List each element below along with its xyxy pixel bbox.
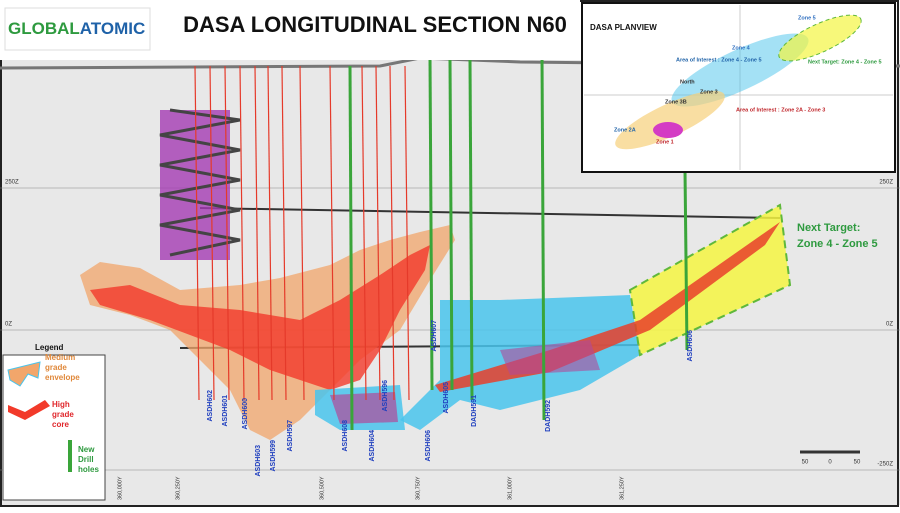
elevation-label: 250Z [879, 180, 893, 186]
drill-hole-label: DADH591 [471, 395, 478, 427]
inset-label: Area of Interest : Zone 2A - Zone 3 [736, 107, 825, 113]
drill-holes [194, 56, 689, 431]
drill-hole [224, 65, 230, 401]
high-grade-core [330, 392, 398, 424]
logo [4, 7, 151, 51]
legend-swatch [7, 361, 41, 387]
inset-label: Zone 3 [700, 89, 718, 95]
elevation-label: 250Z [5, 180, 19, 186]
inset-label: Zone 5 [798, 15, 816, 21]
elevation-label: 0Z [5, 322, 12, 328]
drill-hole-label: ASDH601 [222, 395, 229, 427]
elevation-label: 0Z [886, 322, 893, 328]
legend-label: High grade core [52, 400, 74, 429]
drill-hole-label: ASDH608 [342, 420, 349, 452]
logo-right: ATOMIC [80, 19, 145, 38]
high-grade-core [500, 340, 600, 375]
drill-hole-label: ASDH604 [369, 430, 376, 462]
drill-hole [375, 65, 381, 401]
drill-hole [299, 65, 305, 401]
drill-hole [194, 65, 200, 401]
inset-label: Next Target: Zone 4 - Zone 5 [808, 59, 882, 65]
drill-hole [389, 65, 395, 401]
drill-hole-label: ASDH596 [382, 380, 389, 412]
decline [159, 108, 241, 257]
drill-hole [361, 65, 367, 401]
drill-hole-label: DADH592 [545, 400, 552, 432]
inset-label: Area of Interest : Zone 4 - Zone 5 [676, 57, 762, 63]
next-target: Zone 4 - Zone 5 [797, 238, 878, 250]
logo-left: GLOBAL [8, 19, 80, 38]
legend-label: New Drill holes [78, 445, 99, 474]
inset-label: Zone 2A [614, 127, 636, 133]
elevation-label: -250Z [877, 462, 893, 468]
high-grade-core [435, 222, 780, 392]
easting-label: 361,000Y [507, 476, 513, 500]
drill-hole [239, 65, 245, 401]
easting-label: 360,250Y [175, 476, 181, 500]
easting-label: 361,250Y [619, 476, 625, 500]
logo-text: GLOBALATOMIC [8, 19, 145, 38]
inset-label: Zone 4 [732, 45, 751, 51]
inset-zone [615, 90, 725, 150]
inset-label: Zone 1 [656, 139, 674, 145]
easting-label: 360,500Y [319, 476, 325, 500]
new-drill-hole [683, 169, 689, 351]
scale: 50 0 50 [802, 460, 861, 466]
scale-label: 50 [802, 460, 809, 466]
high-grade-core [90, 245, 430, 390]
title: DASA LONGITUDINAL SECTION N60 [183, 12, 567, 37]
legend-title: Legend [35, 343, 64, 352]
drill-hole [267, 65, 273, 401]
new-drill-hole [448, 59, 454, 391]
new-drill-hole [540, 56, 546, 421]
inset-labels: Zone 5 Zone 4 Area of Interest : Zone 4 - … [614, 15, 882, 145]
drill-hole [209, 65, 215, 401]
new-drill-hole [428, 57, 434, 391]
new-drill-hole [468, 59, 474, 401]
drill-hole-label: ASDH600 [242, 398, 249, 430]
inset-title: DASA PLANVIEW [590, 23, 657, 32]
tunnel [199, 207, 781, 219]
next-target: Next Target: [797, 222, 860, 234]
inset-zone [653, 122, 683, 138]
drill-hole-label: ASDH607 [431, 320, 438, 352]
drill-hole [281, 65, 287, 401]
inset-zone [671, 33, 809, 107]
inset-label: Zone 3B [665, 99, 687, 105]
inset-zone [778, 14, 862, 62]
drill-hole-label: ASDH606 [425, 430, 432, 462]
inset-label: North [680, 79, 695, 85]
easting-label: 360,750Y [415, 476, 421, 500]
legend-label: Medium grade envelope [45, 353, 80, 382]
drill-hole-label: ASDH599 [270, 440, 277, 472]
legend-swatch [8, 400, 50, 420]
drill-hole-label: ASDH606 [687, 330, 694, 362]
drill-hole-label: ASDH602 [207, 390, 214, 422]
easting-label: 360,000Y [117, 476, 123, 500]
scale-label: 50 [854, 460, 861, 466]
drill-hole [329, 65, 335, 401]
drill-hole-label: ASDH603 [255, 445, 262, 477]
new-drill-hole [348, 65, 354, 431]
drill-hole-label: ASDH597 [287, 420, 294, 452]
drill-hole [254, 65, 260, 401]
drill-hole-label: ASDH605 [443, 382, 450, 414]
scale-label: 0 [828, 460, 832, 466]
drill-hole [404, 65, 410, 401]
